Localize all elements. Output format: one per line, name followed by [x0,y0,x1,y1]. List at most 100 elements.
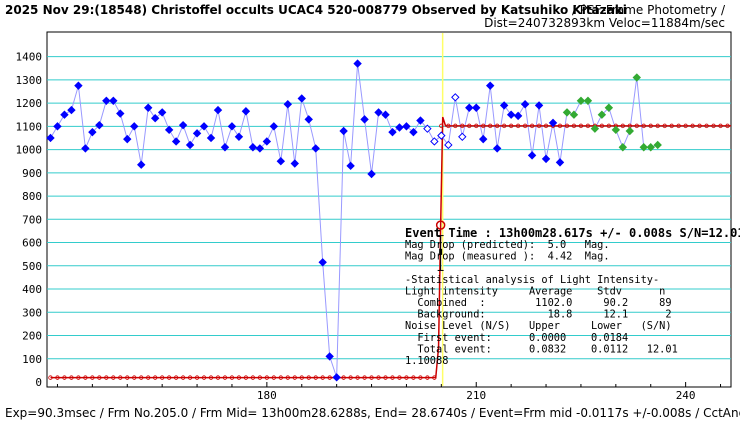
model-point [369,375,374,380]
data-point [123,134,132,144]
model-point [599,123,605,129]
data-point [60,110,69,119]
model-point [132,375,137,380]
info-lines: Mag Drop (predicted): 5.0 Mag.Mag Drop (… [405,239,678,367]
data-point [381,110,390,119]
model-point [299,375,304,380]
data-point [269,122,279,131]
data-point [639,143,648,152]
data-point [297,94,306,103]
model-point [187,375,193,380]
info-line: Mag Drop (predicted): 5.0 Mag. [405,239,610,251]
y-tick-label: 1400 [16,51,43,64]
model-point [208,375,214,380]
data-point [192,129,202,138]
model-point [439,123,444,129]
model-point [725,123,730,129]
x-tick-label: 240 [676,389,696,402]
model-point [376,375,381,380]
data-point [137,160,146,169]
gridlines [47,56,731,360]
model-point [90,375,95,380]
model-point [467,123,472,129]
data-point [492,144,502,153]
data-point [178,120,188,130]
event-time-label: Event Time : 13h00m28.617s +/- 0.008s S/… [405,226,740,240]
model-point [501,123,507,129]
data-point [374,108,383,117]
model-point [655,123,660,129]
data-point [479,134,488,144]
model-point [641,123,646,129]
model-point [585,123,591,129]
y-tick-label: 400 [22,283,42,296]
event-point [435,220,446,230]
data-point [325,352,334,361]
data-point [304,115,313,124]
info-line: Light intensity Average Stdv n [405,285,665,297]
model-point [152,375,158,380]
model-point [453,123,458,129]
model-point [606,123,612,129]
model-point [543,123,549,129]
model-point [264,375,270,380]
series-line-model [50,116,731,379]
model-point [243,375,249,380]
data-point [150,114,160,123]
data-point [367,169,376,179]
model-point [718,123,723,129]
data-point [541,154,551,164]
data-point [590,124,600,133]
data-point [95,120,104,130]
data-point [74,81,83,90]
plot-frame [46,31,732,388]
model-point [229,375,235,380]
data-point [290,159,299,168]
model-point [690,123,695,129]
data-point [604,103,614,112]
footer-info: Exp=90.3msec / Frm No.205.0 / Frm Mid= 1… [5,406,740,420]
model-point [432,375,437,380]
data-point [548,118,558,128]
chart-subtitle-line2: Dist=240732893km Veloc=11884m/sec [484,16,725,30]
data-point [520,100,530,109]
y-tick-label: 1100 [16,120,43,133]
model-point [355,375,360,380]
data-point [339,126,348,136]
info-line: Total event: 0.0832 0.0112 12.01 [405,343,678,355]
model-point [362,375,367,380]
model-point [271,375,277,380]
data-point [130,122,139,131]
data-point [423,124,432,133]
info-line: First event: 0.0000 0.0184 [405,332,628,344]
model-point [522,123,528,129]
y-tick-label: 300 [22,306,42,319]
data-point [185,140,195,150]
data-point [562,108,572,117]
model-point [97,375,102,380]
y-tick-label: 0 [35,376,42,389]
data-point [527,151,537,160]
data-marks [46,33,731,386]
info-box: Event Time : 13h00m28.617s +/- 0.008s S/… [405,226,740,367]
data-point [569,110,579,119]
data-point [360,115,369,124]
data-point [241,107,251,116]
model-point [62,375,67,380]
data-point [534,101,544,110]
data-point [199,122,209,131]
model-point [201,375,207,380]
data-point [234,132,244,142]
model-point [529,123,535,129]
data-point [465,103,474,112]
model-point [397,375,402,380]
model-point [669,123,674,129]
data-point [109,96,118,105]
data-point [346,161,355,171]
y-tick-label: 600 [22,237,42,250]
data-point [444,140,453,150]
data-point [311,144,320,153]
model-point [704,123,709,129]
data-point [409,127,418,137]
data-point [395,123,404,132]
